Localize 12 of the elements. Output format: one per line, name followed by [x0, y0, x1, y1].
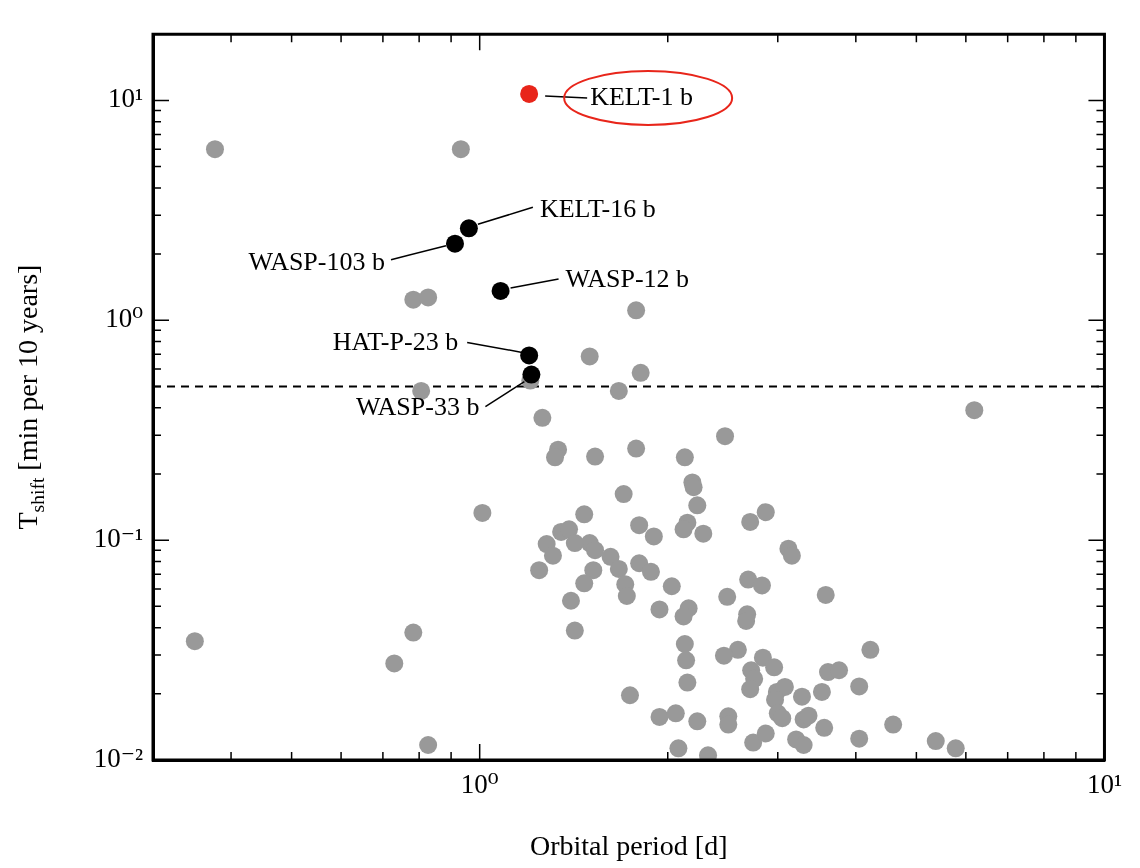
annotation: WASP-33 b — [355, 392, 480, 422]
annotation: WASP-12 b — [565, 263, 690, 293]
annotation: KELT-16 b — [539, 194, 656, 224]
annotation: HAT-P-23 b — [332, 327, 459, 357]
y-axis-title: Tshift [min per 10 years] — [12, 264, 48, 530]
y-tick-label: 10⁻¹ — [93, 523, 143, 554]
y-tick-label: 10⁻² — [93, 743, 143, 774]
annotation: WASP-103 b — [248, 246, 385, 276]
x-axis-title: Orbital period [d] — [529, 830, 728, 862]
annotation: KELT-1 b — [590, 81, 693, 111]
y-tick-label: 10⁰ — [105, 303, 144, 334]
y-tick-label: 10¹ — [107, 83, 143, 114]
